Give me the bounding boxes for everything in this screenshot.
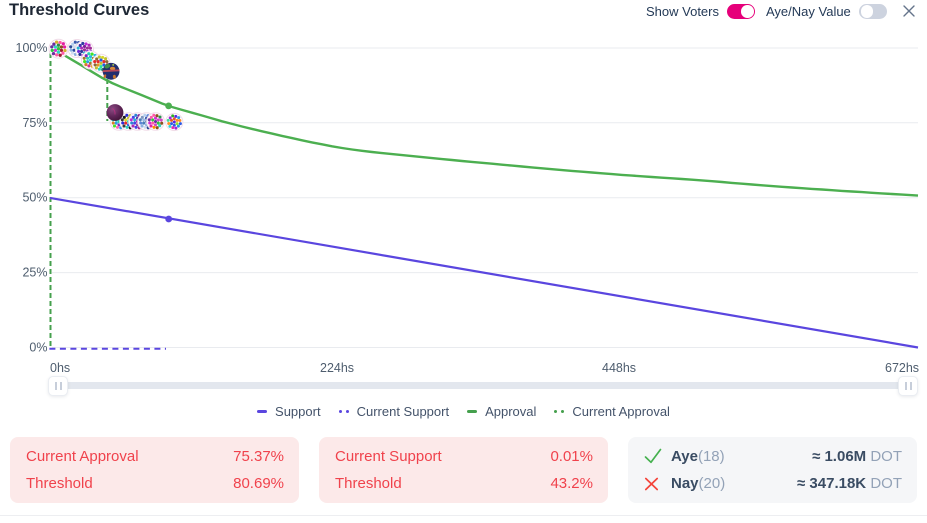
svg-text:25%: 25% [22, 266, 47, 280]
svg-text:75%: 75% [22, 116, 47, 130]
svg-text:50%: 50% [22, 191, 47, 205]
svg-text:100%: 100% [16, 41, 48, 55]
svg-text:0%: 0% [29, 341, 47, 355]
